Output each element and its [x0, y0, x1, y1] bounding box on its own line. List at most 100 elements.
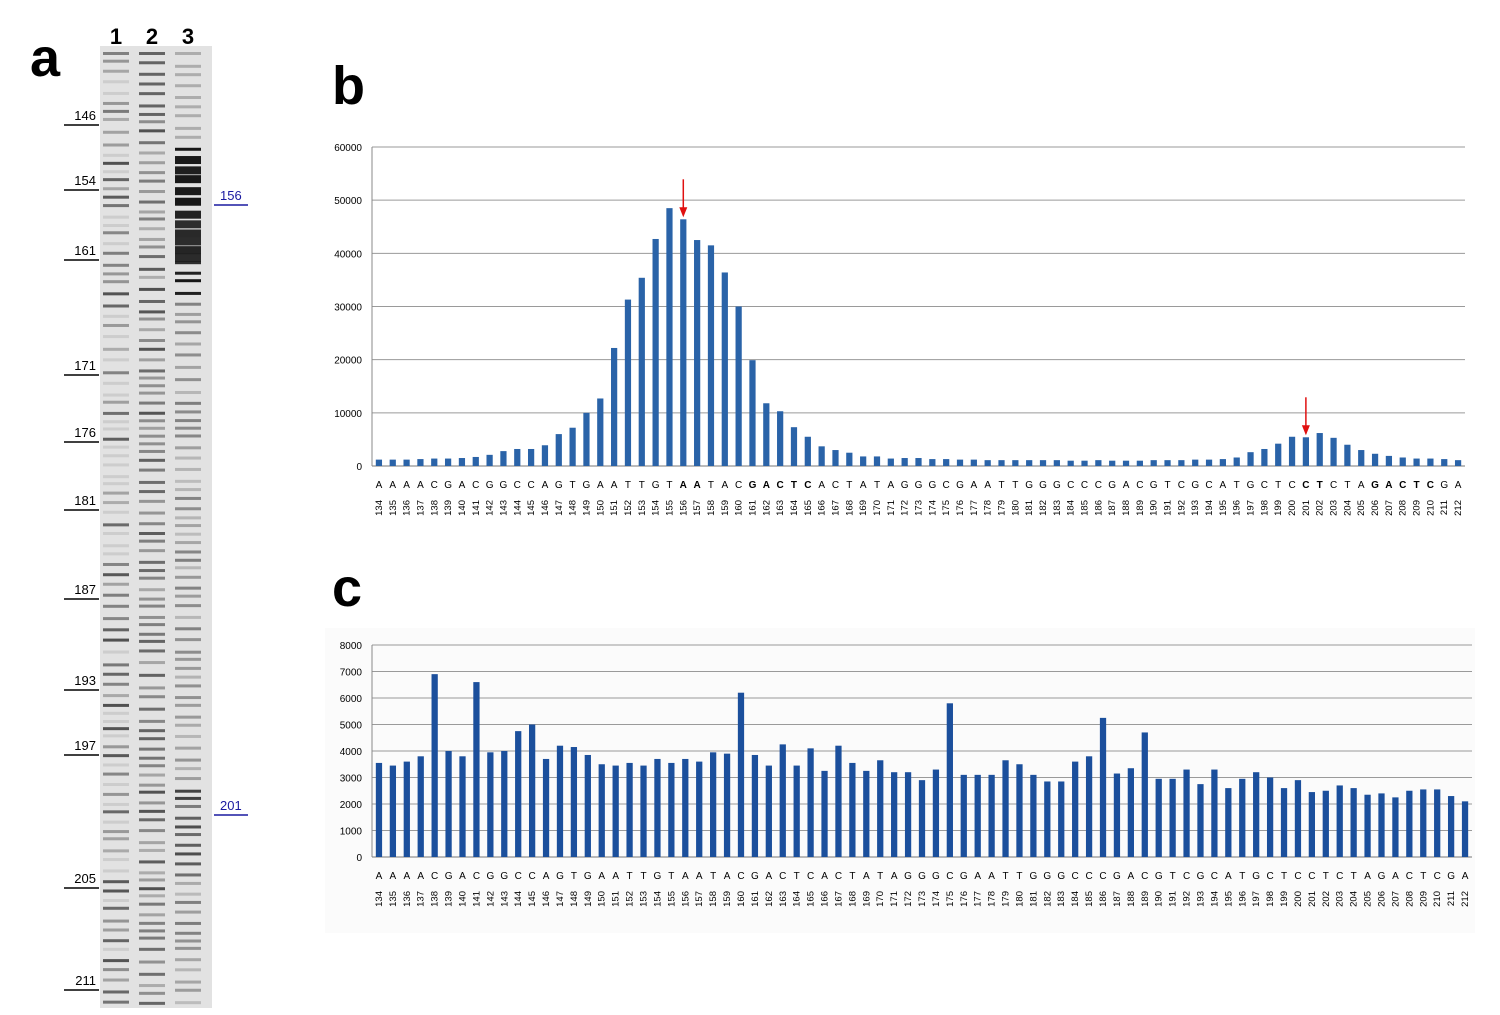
- marker-label: 146: [74, 108, 96, 123]
- sequence-label: G: [500, 480, 508, 491]
- gel-band: [103, 990, 129, 994]
- gel-band: [175, 968, 201, 972]
- sequence-label: G: [956, 480, 964, 491]
- x-tick-label: 201: [1301, 500, 1312, 516]
- x-tick-label: 191: [1168, 891, 1179, 907]
- bar: [696, 761, 703, 857]
- bar: [932, 769, 940, 857]
- bar: [1280, 788, 1288, 857]
- sequence-label: A: [376, 871, 383, 882]
- gel-band: [175, 220, 201, 229]
- y-tick-label: 0: [356, 462, 362, 473]
- x-tick-label: 170: [875, 891, 886, 907]
- gel-band: [103, 531, 129, 535]
- bar: [877, 760, 884, 857]
- gel-band: [139, 490, 165, 494]
- sequence-label: C: [1178, 480, 1185, 491]
- bar: [583, 412, 590, 466]
- x-tick-label: 205: [1363, 891, 1374, 907]
- gel-band: [139, 210, 165, 214]
- bar: [721, 272, 728, 466]
- gel-band: [103, 195, 129, 199]
- gel-band: [103, 80, 129, 84]
- gel-band: [103, 772, 129, 776]
- gel-band: [103, 437, 129, 441]
- gel-band: [175, 114, 201, 118]
- gel-band: [175, 816, 201, 820]
- bar: [793, 765, 800, 857]
- x-tick-label: 199: [1273, 500, 1284, 516]
- x-tick-label: 138: [429, 500, 440, 516]
- gel-band: [139, 369, 165, 373]
- gel-band: [139, 411, 165, 415]
- gel-band: [175, 873, 201, 877]
- x-tick-label: 182: [1042, 891, 1053, 907]
- bar: [626, 762, 633, 857]
- x-tick-label: 202: [1315, 500, 1326, 516]
- gel-band: [103, 1000, 129, 1004]
- gel-band: [139, 686, 165, 690]
- gel-band: [103, 161, 129, 165]
- sequence-label: T: [1420, 871, 1426, 882]
- gel-band: [139, 615, 165, 619]
- gel-band: [103, 445, 129, 449]
- sequence-label: A: [403, 480, 410, 491]
- x-tick-label: 189: [1140, 891, 1151, 907]
- x-tick-label: 151: [611, 891, 622, 907]
- sequence-label: C: [779, 871, 786, 882]
- sequence-label: A: [417, 871, 424, 882]
- gel-band: [139, 841, 165, 845]
- sequence-label: G: [904, 871, 912, 882]
- x-tick-label: 190: [1154, 891, 1165, 907]
- y-tick-label: 7000: [340, 668, 363, 679]
- bar: [860, 456, 867, 466]
- gel-band: [139, 267, 165, 271]
- gel-band: [103, 552, 129, 556]
- x-tick-label: 200: [1287, 500, 1298, 516]
- sequence-label: C: [1434, 871, 1441, 882]
- bar: [389, 765, 397, 857]
- gel-band: [103, 393, 129, 397]
- gel-band: [103, 711, 129, 715]
- sequence-label: G: [901, 480, 909, 491]
- x-tick-label: 148: [568, 500, 579, 516]
- bar: [1225, 788, 1232, 857]
- gel-band: [139, 649, 165, 653]
- sequence-label: G: [654, 871, 662, 882]
- sequence-label: C: [431, 871, 438, 882]
- sequence-label: G: [1197, 871, 1205, 882]
- x-tick-label: 143: [499, 891, 510, 907]
- gel-band: [175, 135, 201, 139]
- gel-band: [139, 801, 165, 805]
- panel-label: b: [332, 56, 365, 116]
- gel-band: [175, 777, 201, 781]
- bar: [1350, 788, 1357, 857]
- bar: [960, 774, 967, 857]
- gel-band: [175, 657, 201, 661]
- x-tick-label: 136: [402, 500, 413, 516]
- gel-band: [139, 434, 165, 438]
- bar: [459, 756, 466, 857]
- x-tick-label: 189: [1135, 500, 1146, 516]
- gel-band: [139, 597, 165, 601]
- bar: [375, 762, 383, 857]
- bar: [956, 459, 964, 466]
- bar: [1099, 717, 1107, 857]
- sequence-label: G: [1440, 480, 1448, 491]
- sequence-label: C: [1399, 480, 1406, 491]
- sequence-label: C: [1336, 871, 1343, 882]
- gel-band: [175, 746, 201, 750]
- gel-band: [175, 862, 201, 866]
- x-tick-label: 139: [443, 500, 454, 516]
- sequence-label: C: [527, 480, 534, 491]
- bar: [751, 754, 759, 857]
- x-tick-label: 194: [1204, 500, 1215, 516]
- x-tick-label: 185: [1084, 891, 1095, 907]
- x-tick-label: 190: [1149, 500, 1160, 516]
- x-tick-label: 166: [817, 500, 828, 516]
- gel-band: [103, 263, 129, 267]
- bar: [431, 458, 438, 466]
- gel-band: [175, 175, 201, 184]
- gel-band: [139, 141, 165, 145]
- bar: [1150, 460, 1157, 466]
